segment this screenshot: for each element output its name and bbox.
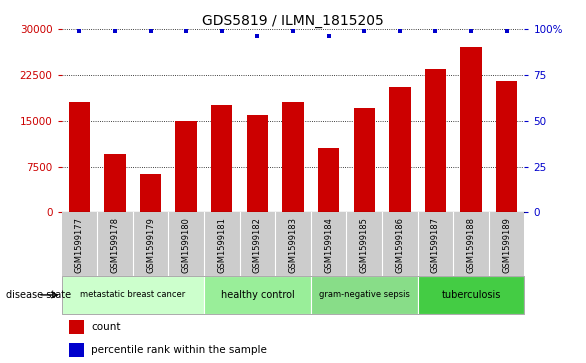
Bar [69, 102, 90, 212]
Text: GSM1599185: GSM1599185 [360, 217, 369, 273]
Text: GSM1599187: GSM1599187 [431, 217, 440, 273]
Text: GSM1599178: GSM1599178 [110, 217, 120, 273]
Bar [425, 69, 446, 212]
Bar [418, 276, 524, 314]
Bar [353, 109, 375, 212]
Title: GDS5819 / ILMN_1815205: GDS5819 / ILMN_1815205 [202, 14, 384, 28]
Text: GSM1599189: GSM1599189 [502, 217, 511, 273]
Bar [69, 320, 83, 334]
Text: GSM1599188: GSM1599188 [466, 217, 476, 273]
Bar [311, 276, 418, 314]
Text: GSM1599177: GSM1599177 [75, 217, 84, 273]
Text: gram-negative sepsis: gram-negative sepsis [319, 290, 410, 299]
Bar [211, 105, 233, 212]
Bar [175, 121, 197, 212]
Text: GSM1599179: GSM1599179 [146, 217, 155, 273]
Text: GSM1599186: GSM1599186 [396, 217, 404, 273]
Text: GSM1599181: GSM1599181 [217, 217, 226, 273]
Bar [318, 148, 339, 212]
Text: count: count [91, 322, 121, 332]
Bar [62, 276, 204, 314]
Bar [204, 276, 311, 314]
Text: disease state: disease state [6, 290, 71, 300]
Text: GSM1599180: GSM1599180 [182, 217, 190, 273]
Text: healthy control: healthy control [220, 290, 294, 300]
Bar [461, 47, 482, 212]
Text: GSM1599182: GSM1599182 [253, 217, 262, 273]
Bar [247, 115, 268, 212]
Bar [496, 81, 517, 212]
Bar [104, 154, 125, 212]
Text: GSM1599184: GSM1599184 [324, 217, 333, 273]
Text: tuberculosis: tuberculosis [441, 290, 501, 300]
Bar [69, 343, 83, 357]
Bar [282, 102, 304, 212]
Text: percentile rank within the sample: percentile rank within the sample [91, 345, 267, 355]
Bar [140, 175, 161, 212]
Text: metastatic breast cancer: metastatic breast cancer [80, 290, 185, 299]
Text: GSM1599183: GSM1599183 [288, 217, 298, 273]
Bar [389, 87, 411, 212]
